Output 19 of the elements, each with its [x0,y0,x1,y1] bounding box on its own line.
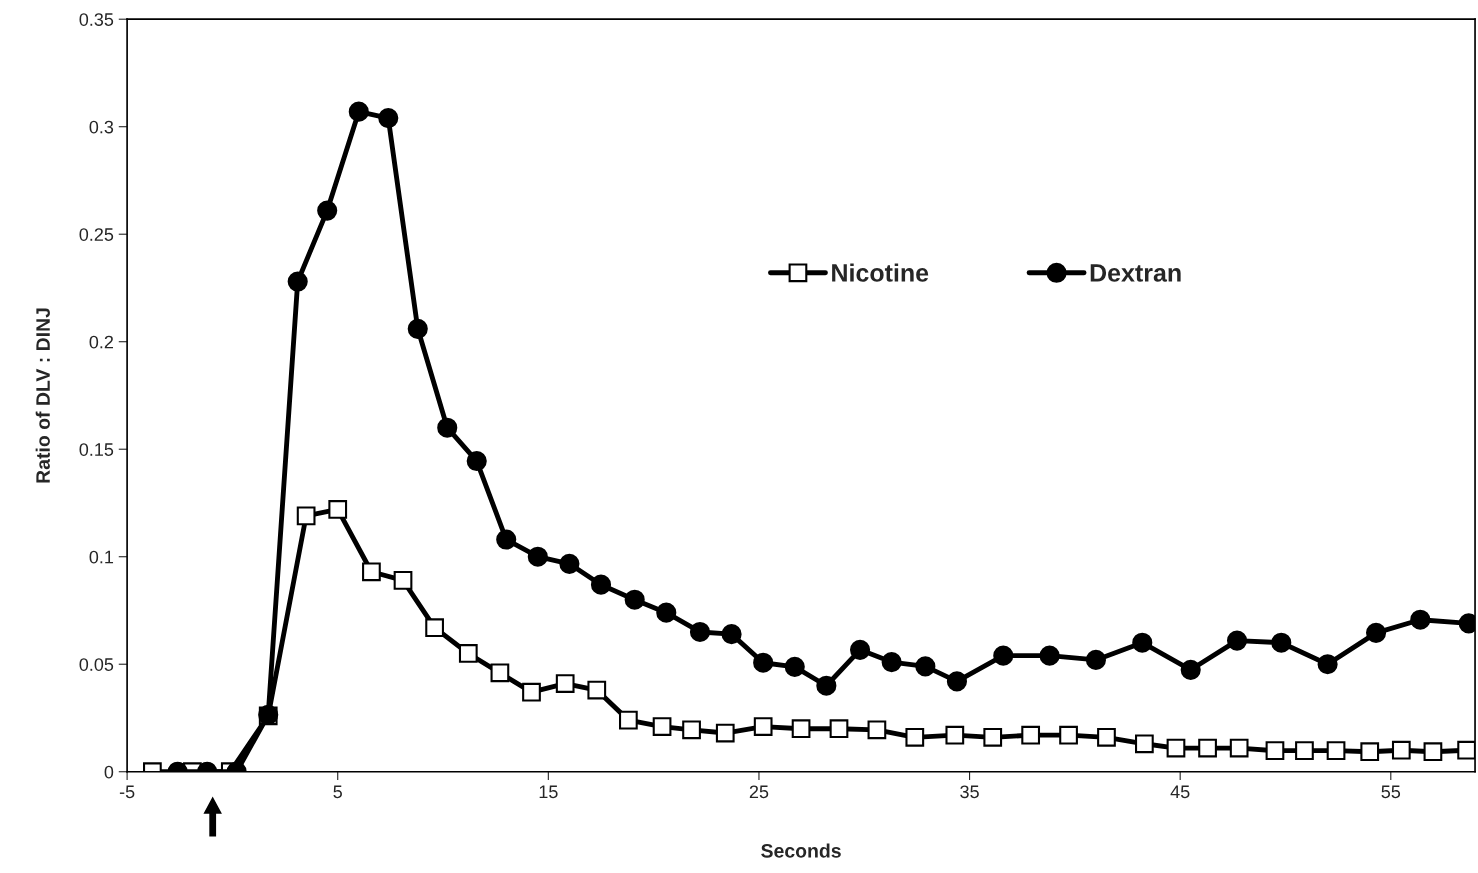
x-tick-label: 35 [960,785,979,799]
y-tick-label: 0.25 [79,228,114,241]
legend-label: Dextran [1090,264,1181,282]
y-axis-title: Ratio of DLV : DINJ [35,308,50,483]
y-tick-label: 0.1 [89,550,114,564]
x-tick-label: 45 [1170,785,1190,799]
x-tick-label: 5 [333,785,342,799]
y-tick-label: 0.2 [89,335,114,349]
y-tick-label: 0 [104,765,114,779]
x-tick-label: 55 [1381,785,1401,799]
y-tick-label: 0.15 [79,443,114,456]
y-tick-label: 0.05 [79,658,114,671]
legend-label: Nicotine [832,263,929,282]
y-tick-label: 0.3 [89,120,114,134]
x-tick-label: 25 [749,785,769,799]
y-tick-label: 0.35 [79,13,114,26]
x-axis-title: Seconds [761,843,841,858]
x-tick-label: -5 [119,785,135,799]
x-tick-label: 15 [539,785,558,799]
